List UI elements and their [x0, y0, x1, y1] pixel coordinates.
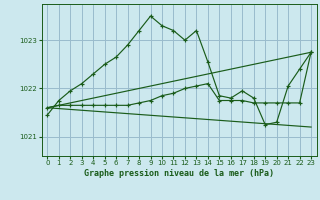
X-axis label: Graphe pression niveau de la mer (hPa): Graphe pression niveau de la mer (hPa) — [84, 169, 274, 178]
